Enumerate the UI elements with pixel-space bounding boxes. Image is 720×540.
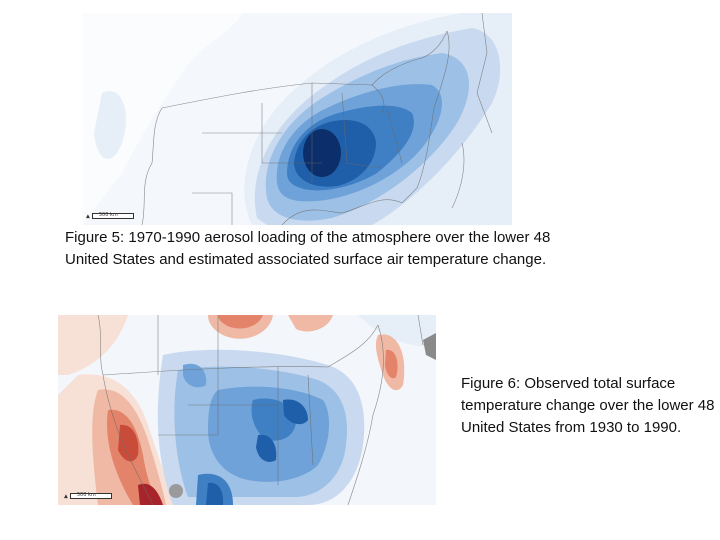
figure5-caption: Figure 5: 1970-1990 aerosol loading of t… (65, 229, 551, 268)
scale-bar-label: 500 km (76, 491, 96, 498)
temperature-map-graphic (58, 315, 436, 505)
aerosol-map-graphic (82, 13, 512, 225)
aerosol-loading-map: ▲ 500 km (82, 13, 512, 225)
scale-bar-label: 500 km (98, 211, 118, 218)
scale-bar: ▲ 500 km (64, 491, 112, 499)
scale-bar: ▲ 500 km (86, 211, 134, 219)
temperature-change-map: ▲ 500 km (58, 315, 436, 505)
figure6-caption: Figure 6: Observed total surface tempera… (461, 375, 715, 436)
